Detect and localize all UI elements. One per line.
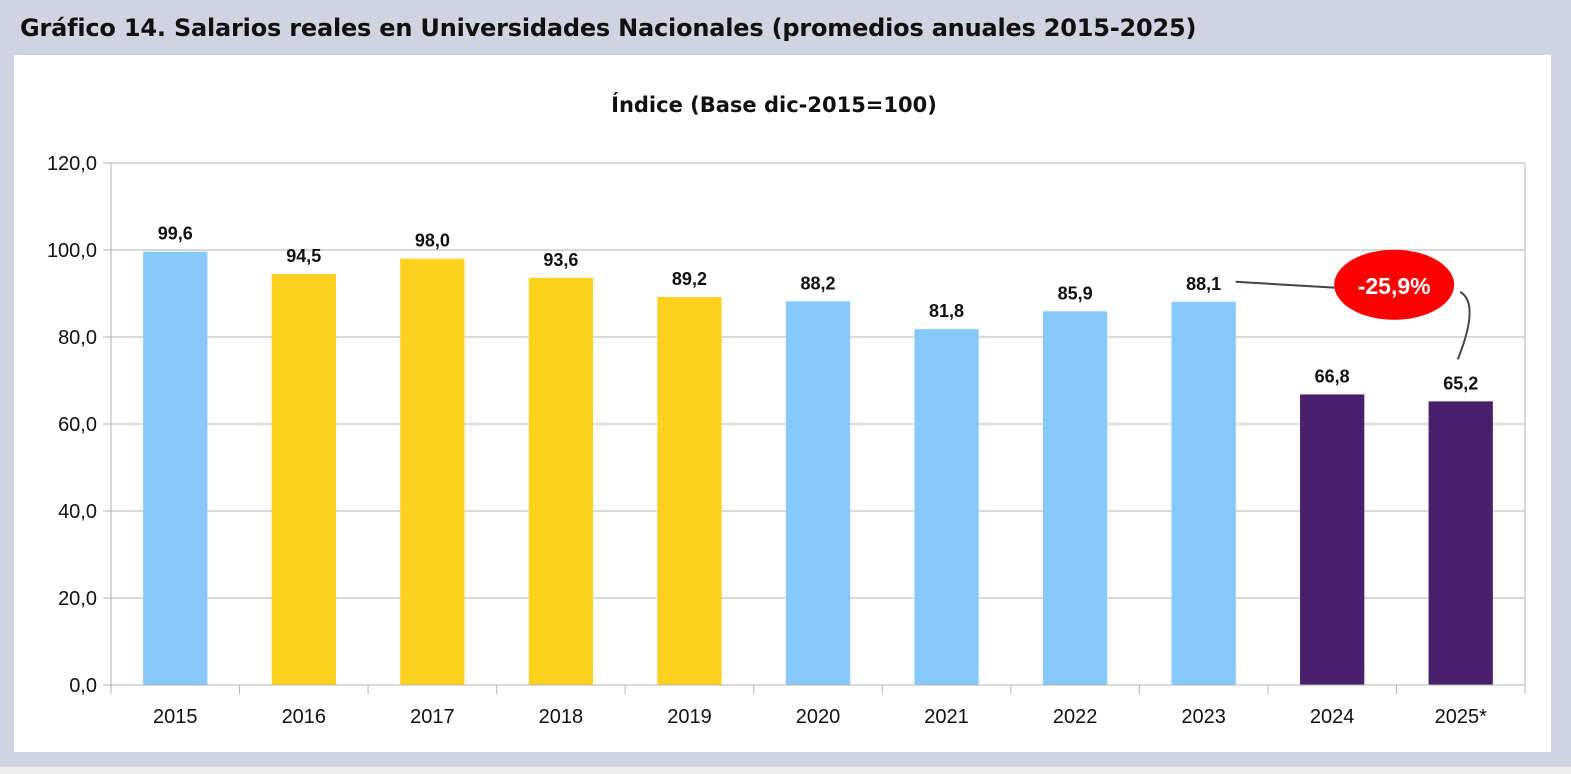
y-tick-label: 100,0 (47, 240, 97, 262)
y-tick-label: 120,0 (47, 153, 97, 175)
bar-2016 (271, 273, 336, 685)
x-tick-label: 2020 (796, 706, 841, 728)
value-label: 88,1 (1186, 274, 1221, 294)
figure-title: Gráfico 14. Salarios reales en Universid… (20, 14, 1197, 42)
x-tick-label: 2025* (1435, 706, 1487, 728)
annotation-connector (1456, 290, 1471, 360)
x-tick-label: 2016 (282, 706, 327, 728)
value-label: 85,9 (1058, 283, 1093, 303)
value-label: 93,6 (543, 250, 578, 270)
y-tick-label: 0,0 (69, 675, 97, 697)
y-tick-label: 60,0 (58, 414, 97, 436)
value-label: 88,2 (800, 273, 835, 293)
annotation: -25,9% (1235, 249, 1471, 360)
value-label: 81,8 (929, 301, 964, 321)
x-tick-label: 2021 (924, 706, 969, 728)
x-tick-label: 2015 (153, 706, 198, 728)
x-tick-label: 2019 (667, 706, 712, 728)
value-label: 94,5 (286, 246, 321, 266)
y-tick-label: 40,0 (58, 501, 97, 523)
value-label: 99,6 (158, 224, 193, 244)
x-tick-label: 2017 (410, 706, 455, 728)
chart-panel: Índice (Base dic-2015=100) 0,0 20,0 40,0 60… (14, 55, 1551, 752)
y-axis: 0,0 20,0 40,0 60,0 80,0 100,0 120,0 (47, 153, 112, 697)
annotation-bubble (1334, 249, 1455, 320)
value-label: 66,8 (1315, 366, 1350, 386)
bar-2020 (785, 301, 851, 685)
y-tick-label: 80,0 (58, 327, 97, 349)
value-label: 89,2 (672, 269, 707, 289)
bar-2018 (528, 277, 594, 685)
x-tick-label: 2022 (1053, 706, 1098, 728)
value-label: 98,0 (415, 231, 450, 251)
x-tick-label: 2024 (1310, 706, 1355, 728)
value-label: 65,2 (1443, 373, 1478, 393)
chart-title: Índice (Base dic-2015=100) (611, 92, 937, 117)
bar-chart: Índice (Base dic-2015=100) 0,0 20,0 40,0 60… (47, 92, 1526, 728)
annotation-connector (1235, 280, 1337, 289)
bar-2023 (1171, 301, 1236, 685)
bar-2022 (1042, 311, 1108, 685)
bar-2015 (143, 251, 208, 686)
bar-2024 (1300, 394, 1365, 685)
bar-2021 (914, 329, 979, 685)
bar-2025* (1428, 401, 1493, 685)
bar-2017 (400, 258, 465, 685)
x-tick-label: 2018 (539, 706, 584, 728)
x-tick-label: 2023 (1181, 706, 1226, 728)
bar-2019 (657, 296, 722, 685)
annotation-label: -25,9% (1358, 273, 1431, 299)
bars: 99,6 94,5 98,0 93,6 89,2 88,2 81,8 85,9 88,1 66,8… (143, 224, 1493, 686)
y-tick-label: 20,0 (58, 588, 97, 610)
x-axis: 2015 2016 2017 2018 2019 2020 2021 2022 2023 2024… (110, 684, 1526, 728)
